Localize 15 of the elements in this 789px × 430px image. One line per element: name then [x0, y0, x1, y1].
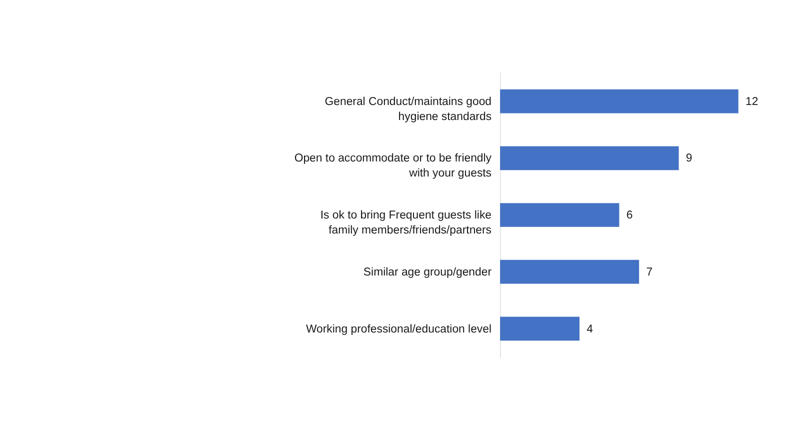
y-tick-label: General Conduct/maintains good hygiene standards	[324, 96, 492, 123]
y-tick-label: Is ok to bring Frequent guests like family members/friends/partners	[320, 210, 492, 237]
data-label: 12	[745, 96, 758, 108]
data-label: 4	[586, 323, 594, 336]
bar	[500, 146, 679, 170]
y-tick-label: Open to accommodate or to be friendly with your guests	[294, 152, 492, 180]
y-tick-label: Working professional/education level	[306, 323, 492, 336]
data-label: 6	[626, 210, 633, 222]
bar	[500, 89, 738, 114]
bar	[500, 203, 620, 227]
data-label: 9	[686, 152, 692, 165]
data-label: 7	[646, 266, 653, 278]
y-tick-label: Similar age group/gender	[363, 266, 492, 278]
bar	[500, 316, 580, 341]
bar	[500, 260, 640, 284]
